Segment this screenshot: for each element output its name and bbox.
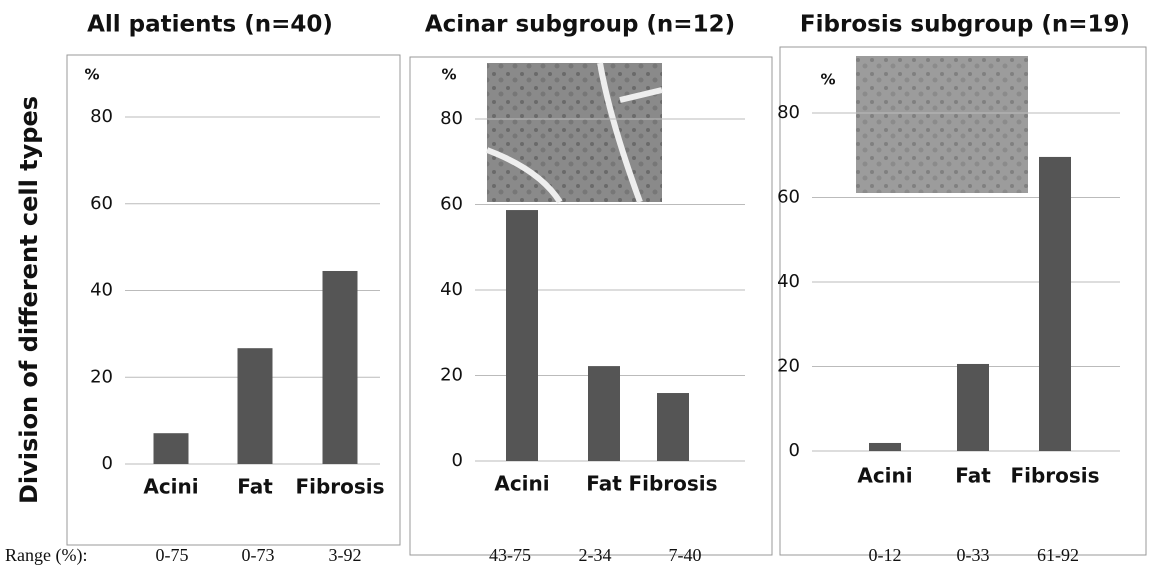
y-axis-label: Division of different cell types bbox=[15, 96, 43, 504]
y-tick-label: 40 bbox=[90, 280, 113, 301]
range-value: 0-12 bbox=[869, 545, 902, 565]
y-tick-label: 20 bbox=[90, 366, 113, 387]
range-value: 43-75 bbox=[489, 545, 531, 565]
x-tick-label: Acini bbox=[143, 475, 198, 499]
y-tick-label: 40 bbox=[440, 279, 463, 300]
range-value: 0-75 bbox=[156, 545, 189, 565]
range-value: 3-92 bbox=[329, 545, 362, 565]
x-tick-label: Acini bbox=[857, 464, 912, 488]
bar bbox=[957, 364, 989, 451]
y-tick-label: 20 bbox=[777, 356, 800, 377]
y-tick-label: 60 bbox=[777, 187, 800, 208]
y-tick-label: 60 bbox=[90, 193, 113, 214]
histology-image bbox=[856, 56, 1028, 193]
bar bbox=[154, 433, 189, 464]
bar bbox=[869, 443, 901, 451]
x-tick-label: Fat bbox=[586, 472, 622, 496]
x-tick-label: Acini bbox=[494, 472, 549, 496]
range-value: 2-34 bbox=[579, 545, 612, 565]
range-value: 0-33 bbox=[957, 545, 990, 565]
bar bbox=[323, 271, 358, 464]
bar bbox=[657, 393, 689, 461]
range-value: 61-92 bbox=[1037, 545, 1079, 565]
y-unit: % bbox=[820, 71, 835, 89]
y-tick-label: 0 bbox=[452, 450, 463, 471]
bar bbox=[506, 210, 538, 461]
y-tick-label: 80 bbox=[90, 106, 113, 127]
y-tick-label: 80 bbox=[440, 108, 463, 129]
histology-image bbox=[487, 63, 662, 202]
bar bbox=[1039, 157, 1071, 451]
y-tick-label: 0 bbox=[789, 440, 800, 461]
y-unit: % bbox=[441, 66, 456, 84]
y-tick-label: 0 bbox=[102, 453, 113, 474]
x-tick-label: Fat bbox=[955, 464, 991, 488]
y-unit: % bbox=[84, 66, 99, 84]
y-tick-label: 20 bbox=[440, 365, 463, 386]
x-tick-label: Fibrosis bbox=[628, 472, 717, 496]
y-tick-label: 40 bbox=[777, 271, 800, 292]
chart-title: Acinar subgroup (n=12) bbox=[425, 12, 735, 38]
x-tick-label: Fibrosis bbox=[295, 475, 384, 499]
range-value: 7-40 bbox=[669, 545, 702, 565]
bar bbox=[588, 366, 620, 461]
chart-title: Fibrosis subgroup (n=19) bbox=[800, 12, 1130, 38]
y-tick-label: 60 bbox=[440, 194, 463, 215]
range-label: Range (%): bbox=[5, 545, 87, 566]
x-tick-label: Fibrosis bbox=[1010, 464, 1099, 488]
figure: Division of different cell types Range (… bbox=[0, 0, 1154, 569]
y-tick-label: 80 bbox=[777, 102, 800, 123]
chart-title: All patients (n=40) bbox=[87, 12, 333, 38]
bar bbox=[238, 348, 273, 464]
range-value: 0-73 bbox=[242, 545, 275, 565]
x-tick-label: Fat bbox=[237, 475, 273, 499]
